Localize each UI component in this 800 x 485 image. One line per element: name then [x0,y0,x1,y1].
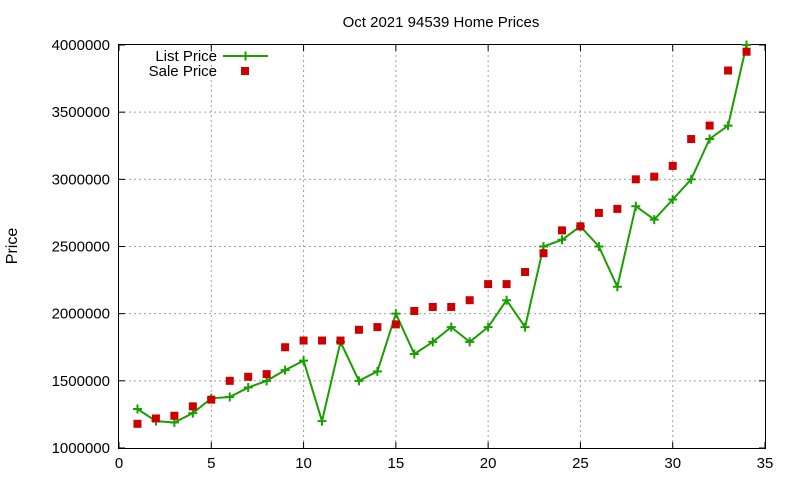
sale-price-point [354,325,363,334]
sale-price-point [705,121,714,130]
x-tick-label: 35 [757,455,774,472]
axis-ticks: 0 5 10 15 20 25 30 35 1000000 1500000 2000000 25000… [52,37,774,472]
list-price-point [483,322,493,332]
list-price-point [280,365,290,375]
legend: List Price Sale Price [149,48,268,80]
series [132,40,752,428]
list-price-point [631,201,641,211]
sale-price-point [668,161,677,170]
list-price-point [372,366,382,376]
list-price-point [705,134,715,144]
x-tick-label: 25 [572,455,589,472]
y-tick-label: 2500000 [52,239,110,256]
list-price-point [465,337,475,347]
sale-price-point [281,343,290,352]
x-tick-label: 5 [207,455,215,472]
sale-price-point [502,280,511,289]
list-price-point [428,337,438,347]
sale-price-point [299,336,308,345]
list-price-point [243,383,253,393]
legend-marker-sale-price [241,67,249,75]
sale-price-point [465,296,474,305]
legend-label-sale-price: Sale Price [149,63,217,80]
list-price-point [299,356,309,366]
legend-marker-list-price [241,51,250,61]
x-tick-label: 0 [115,455,123,472]
grid [119,45,765,448]
list-price-point [612,282,622,292]
sale-price-point [447,302,456,311]
sale-price-point [170,411,179,420]
y-axis-label: Price [4,228,21,265]
sale-price-point [521,268,530,277]
y-tick-label: 3000000 [52,171,110,188]
sale-price-point [133,419,142,428]
sale-price-point [244,372,253,381]
sale-price-point [410,306,419,315]
y-tick-label: 2000000 [52,306,110,323]
sale-price-point [373,323,382,332]
list-price-point [354,376,364,386]
list-price-point [668,194,678,204]
y-tick-label: 4000000 [52,37,110,54]
plot-frame [118,44,766,449]
sale-price-point [188,402,197,411]
sale-price-point [484,280,493,289]
list-price-point [502,295,512,305]
list-price-point [225,392,235,402]
chart-title: Oct 2021 94539 Home Prices [343,14,540,31]
sale-price-point [687,135,696,144]
series-line-list-price [136,44,748,425]
sale-price-point [557,226,566,235]
sale-price-point [428,302,437,311]
sale-price-point [391,320,400,329]
list-price-point [686,174,696,184]
sale-price-point [613,204,622,213]
sale-price-point [539,249,548,258]
y-tick-label: 3500000 [52,104,110,121]
x-tick-label: 30 [664,455,681,472]
sale-price-point [336,336,345,345]
list-price-point [594,242,604,251]
sale-price-point [631,175,640,184]
x-tick-label: 15 [388,455,405,472]
list-price-point [446,322,456,332]
sale-price-point [650,172,659,181]
sale-price-point [594,208,603,217]
sale-price-point [724,66,733,75]
list-price-point [557,235,567,245]
sale-price-point [262,370,271,379]
list-price-point [409,349,419,359]
x-tick-label: 20 [480,455,497,472]
list-price-point [317,416,327,426]
list-price-point [132,404,142,414]
list-price-point [723,121,733,131]
list-price-point [391,309,401,319]
sale-price-point [576,222,585,231]
y-tick-label: 1000000 [52,440,110,457]
sale-price-point [151,414,160,423]
x-tick-label: 10 [295,455,312,472]
sale-price-point [742,47,751,56]
sale-price-point [225,376,234,385]
y-tick-label: 1500000 [52,373,110,390]
list-price-point [649,215,659,225]
sale-price-point [207,395,216,404]
list-price-point [520,322,530,332]
legend-label-list-price: List Price [155,48,217,65]
sale-price-point [318,336,327,345]
